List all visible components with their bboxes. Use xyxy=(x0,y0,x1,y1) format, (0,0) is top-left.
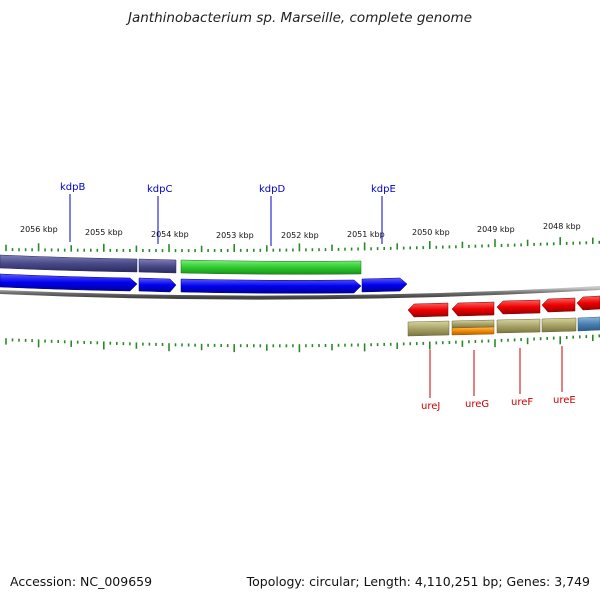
cds-arrow-forward[interactable] xyxy=(138,277,177,293)
feature-band-olive[interactable] xyxy=(407,320,450,337)
cds-arrow-reverse[interactable] xyxy=(496,299,541,315)
gene-label-ureF[interactable]: ureF xyxy=(511,397,533,408)
ruler-ticks-bottom xyxy=(5,334,600,353)
feature-band-olive[interactable] xyxy=(541,317,577,333)
cds-arrow-forward[interactable] xyxy=(180,278,362,294)
genome-backbone xyxy=(0,286,600,300)
topology-info-text: Topology: circular; Length: 4,110,251 bp… xyxy=(246,574,590,589)
ruler-label: 2049 kbp xyxy=(477,225,515,234)
gene-label-ureJ[interactable]: ureJ xyxy=(421,401,440,412)
cds-arrow-reverse[interactable] xyxy=(407,302,449,318)
ruler-label: 2054 kbp xyxy=(151,230,189,239)
gene-label-kdpB[interactable]: kdpB xyxy=(60,182,85,193)
feature-band-steel[interactable] xyxy=(577,316,600,332)
accession-text: Accession: NC_009659 xyxy=(10,574,153,589)
map-title: Janthinobacterium sp. Marseille, complet… xyxy=(127,10,473,26)
ruler-label: 2050 kbp xyxy=(412,228,450,237)
feature-band-orange[interactable] xyxy=(451,326,495,336)
ruler-label: 2052 kbp xyxy=(281,231,319,240)
cds-arrow-reverse[interactable] xyxy=(451,301,495,317)
ruler-label: 2048 kbp xyxy=(543,222,581,231)
gene-label-kdpE[interactable]: kdpE xyxy=(371,184,396,195)
cds-arrow-reverse[interactable] xyxy=(541,297,576,313)
ruler-label: 2051 kbp xyxy=(347,230,385,239)
feature-band-green[interactable] xyxy=(180,259,362,275)
ruler-label: 2055 kbp xyxy=(85,228,123,237)
feature-band-purple[interactable] xyxy=(138,258,177,274)
cds-arrow-forward[interactable] xyxy=(0,273,138,292)
feature-band-olive[interactable] xyxy=(496,318,541,334)
ruler-label: 2056 kbp xyxy=(20,225,58,234)
ruler-label: 2053 kbp xyxy=(216,231,254,240)
gene-label-ureG[interactable]: ureG xyxy=(465,399,489,410)
feature-band-purple[interactable] xyxy=(0,254,138,273)
gene-label-ureE[interactable]: ureE xyxy=(553,395,576,406)
cds-arrow-forward[interactable] xyxy=(361,277,408,293)
cds-arrow-reverse[interactable] xyxy=(576,295,600,311)
gene-label-kdpC[interactable]: kdpC xyxy=(147,184,172,195)
ruler-ticks-top xyxy=(5,237,600,253)
gene-label-kdpD[interactable]: kdpD xyxy=(259,184,285,195)
feature-band-olive[interactable] xyxy=(451,319,495,329)
